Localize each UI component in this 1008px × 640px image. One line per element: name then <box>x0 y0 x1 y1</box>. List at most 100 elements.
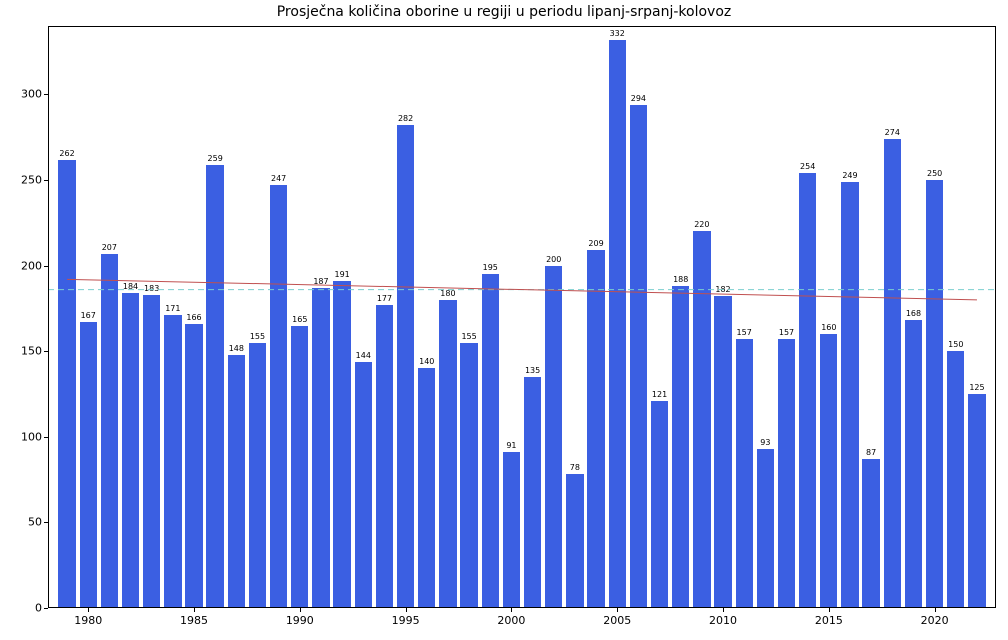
precip-bar <box>312 288 329 608</box>
bar-value-label: 177 <box>369 294 399 303</box>
bar-value-label: 166 <box>179 313 209 322</box>
bar-value-label: 160 <box>814 323 844 332</box>
ytick-label: 200 <box>21 259 42 272</box>
bar-value-label: 274 <box>877 128 907 137</box>
xtick-label: 1985 <box>180 614 208 627</box>
precip-bar <box>249 343 266 608</box>
xtick-mark <box>829 608 830 612</box>
bar-value-label: 155 <box>242 332 272 341</box>
precip-bar <box>376 305 393 608</box>
precip-bar <box>630 105 647 608</box>
bar-value-label: 195 <box>475 263 505 272</box>
xtick-label: 2000 <box>497 614 525 627</box>
ytick-mark <box>44 351 48 352</box>
precip-bar <box>418 368 435 608</box>
bar-value-label: 148 <box>221 344 251 353</box>
xtick-mark <box>617 608 618 612</box>
precip-bar <box>439 300 456 608</box>
ytick-mark <box>44 266 48 267</box>
xtick-label: 2020 <box>921 614 949 627</box>
precip-bar <box>862 459 879 608</box>
bar-value-label: 91 <box>496 441 526 450</box>
bar-value-label: 247 <box>264 174 294 183</box>
bar-value-label: 180 <box>433 289 463 298</box>
precip-bar <box>820 334 837 608</box>
precip-bar <box>651 401 668 608</box>
precip-bar <box>122 293 139 608</box>
precip-bar <box>228 355 245 608</box>
bar-value-label: 144 <box>348 351 378 360</box>
bar-value-label: 250 <box>920 169 950 178</box>
ytick-label: 300 <box>21 88 42 101</box>
precip-bar <box>672 286 689 608</box>
bar-value-label: 157 <box>772 328 802 337</box>
bar-value-label: 182 <box>708 285 738 294</box>
xtick-label: 1990 <box>286 614 314 627</box>
precip-bar <box>270 185 287 608</box>
xtick-mark <box>935 608 936 612</box>
precip-bar <box>143 295 160 608</box>
bar-value-label: 155 <box>454 332 484 341</box>
bar-value-label: 332 <box>602 29 632 38</box>
bar-value-label: 282 <box>391 114 421 123</box>
precip-bar <box>587 250 604 608</box>
bar-value-label: 254 <box>793 162 823 171</box>
bar-value-label: 183 <box>137 284 167 293</box>
ytick-mark <box>44 437 48 438</box>
xtick-label: 2010 <box>709 614 737 627</box>
bar-value-label: 207 <box>94 243 124 252</box>
ytick-mark <box>44 522 48 523</box>
precip-bar <box>355 362 372 608</box>
bar-value-label: 167 <box>73 311 103 320</box>
precip-bar <box>545 266 562 608</box>
precip-bar <box>460 343 477 608</box>
ytick-label: 50 <box>28 516 42 529</box>
bar-value-label: 78 <box>560 463 590 472</box>
xtick-mark <box>406 608 407 612</box>
precip-bar <box>905 320 922 608</box>
plot-area: 2621672071841831711662591481552471651871… <box>48 26 996 608</box>
xtick-mark <box>300 608 301 612</box>
xtick-mark <box>723 608 724 612</box>
xtick-mark <box>194 608 195 612</box>
xtick-label: 1980 <box>74 614 102 627</box>
bar-value-label: 121 <box>645 390 675 399</box>
bar-value-label: 150 <box>941 340 971 349</box>
ytick-mark <box>44 608 48 609</box>
precip-bar <box>714 296 731 608</box>
precip-bar <box>291 326 308 608</box>
precip-bar <box>185 324 202 608</box>
precipitation-bar-chart: Prosječna količina oborine u regiji u pe… <box>0 0 1008 640</box>
bar-value-label: 168 <box>898 309 928 318</box>
chart-title: Prosječna količina oborine u regiji u pe… <box>0 4 1008 20</box>
bar-value-label: 200 <box>539 255 569 264</box>
bar-value-label: 220 <box>687 220 717 229</box>
precip-bar <box>58 160 75 608</box>
ytick-mark <box>44 94 48 95</box>
precip-bar <box>757 449 774 608</box>
bar-value-label: 188 <box>666 275 696 284</box>
xtick-label: 2015 <box>815 614 843 627</box>
xtick-label: 1995 <box>392 614 420 627</box>
xtick-label: 2005 <box>603 614 631 627</box>
precip-bar <box>799 173 816 608</box>
precip-bar <box>206 165 223 608</box>
precip-bar <box>333 281 350 608</box>
precip-bar <box>841 182 858 608</box>
bar-value-label: 135 <box>518 366 548 375</box>
bar-value-label: 93 <box>750 438 780 447</box>
bar-value-label: 294 <box>623 94 653 103</box>
precip-bar <box>778 339 795 608</box>
precip-bar <box>503 452 520 608</box>
precip-bar <box>609 40 626 608</box>
precip-bar <box>736 339 753 608</box>
precip-bar <box>926 180 943 608</box>
precip-bar <box>968 394 985 608</box>
precip-bar <box>80 322 97 608</box>
precip-bar <box>884 139 901 608</box>
xtick-mark <box>511 608 512 612</box>
ytick-label: 100 <box>21 430 42 443</box>
ytick-label: 0 <box>35 602 42 615</box>
bar-value-label: 165 <box>285 315 315 324</box>
bar-value-label: 157 <box>729 328 759 337</box>
